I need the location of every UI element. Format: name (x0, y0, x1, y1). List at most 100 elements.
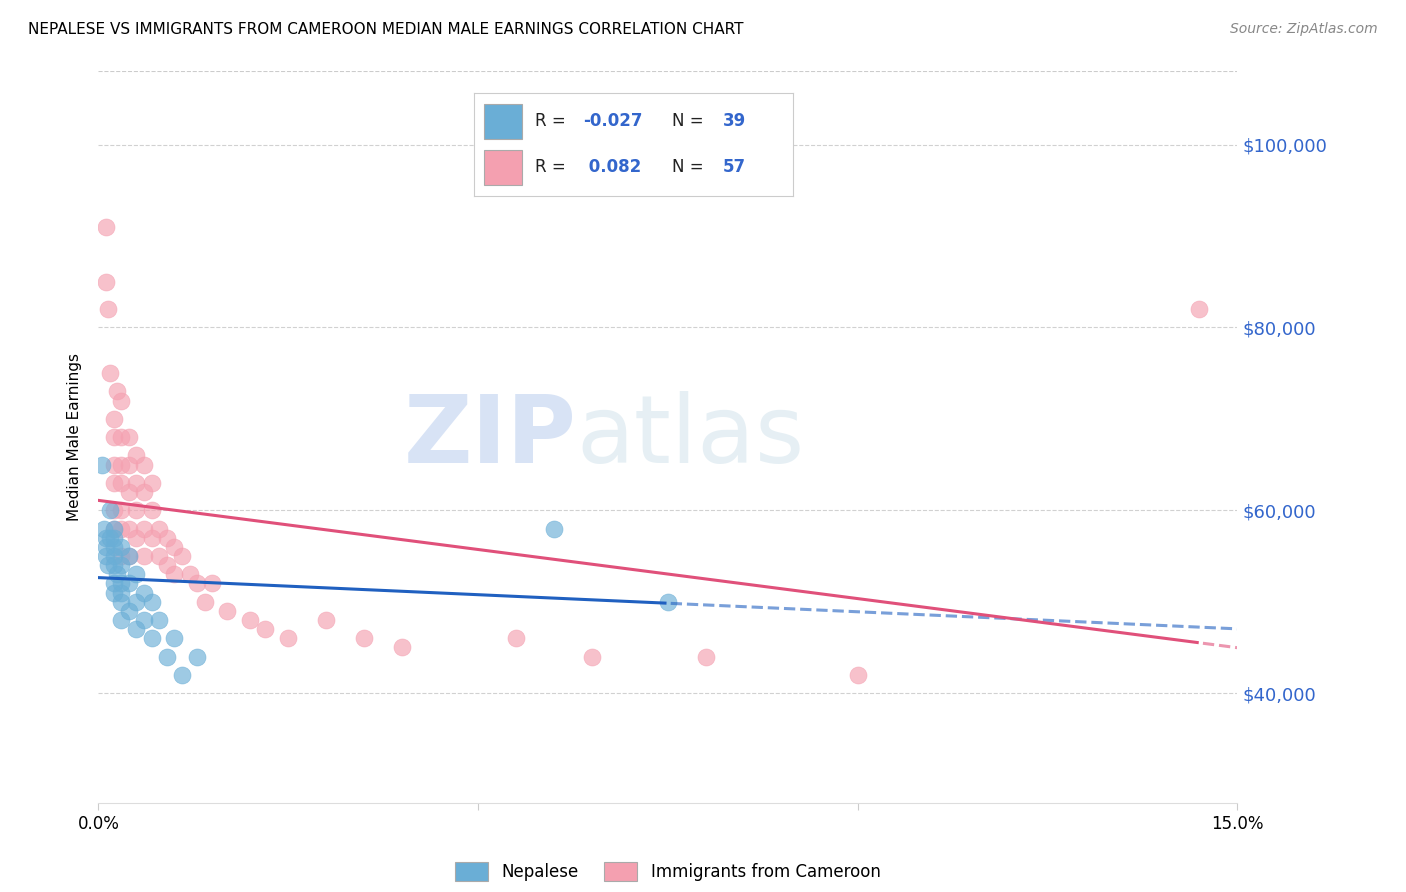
Legend: Nepalese, Immigrants from Cameroon: Nepalese, Immigrants from Cameroon (449, 855, 887, 888)
Point (118, 521, 141, 535)
Point (156, 558, 179, 573)
Text: ZIP: ZIP (404, 391, 576, 483)
Point (125, 448, 148, 462)
Point (156, 531, 179, 545)
Point (186, 576, 208, 591)
Point (103, 521, 125, 535)
Point (98, 366, 121, 380)
Point (201, 576, 224, 591)
Point (277, 631, 299, 645)
Point (132, 613, 155, 627)
Point (118, 484, 141, 499)
Point (254, 622, 277, 636)
Point (110, 475, 132, 490)
Point (156, 649, 179, 664)
Point (118, 458, 141, 472)
Point (118, 576, 141, 591)
Point (141, 503, 163, 517)
Point (118, 549, 141, 563)
Point (118, 604, 141, 618)
Text: NEPALESE VS IMMIGRANTS FROM CAMEROON MEDIAN MALE EARNINGS CORRELATION CHART: NEPALESE VS IMMIGRANTS FROM CAMEROON MED… (28, 22, 744, 37)
Point (118, 549, 141, 563)
Point (1188, 301, 1211, 317)
Point (110, 430, 132, 444)
Point (107, 567, 129, 582)
Point (103, 411, 125, 425)
Point (132, 458, 155, 472)
Point (110, 558, 132, 573)
Point (93, 521, 115, 535)
Text: atlas: atlas (576, 391, 806, 483)
Point (103, 531, 125, 545)
Y-axis label: Median Male Earnings: Median Male Earnings (67, 353, 83, 521)
Point (103, 576, 125, 591)
Point (103, 458, 125, 472)
Point (179, 567, 201, 582)
Point (125, 503, 148, 517)
Point (103, 430, 125, 444)
Point (110, 613, 132, 627)
Point (98, 531, 121, 545)
Point (163, 540, 186, 554)
Point (94, 531, 117, 545)
Point (315, 613, 337, 627)
Point (103, 521, 125, 535)
Point (103, 503, 125, 517)
Point (186, 649, 208, 664)
Point (132, 521, 155, 535)
Point (98, 503, 121, 517)
Point (110, 549, 132, 563)
Point (107, 384, 129, 399)
Point (103, 585, 125, 599)
Point (141, 631, 163, 645)
Point (163, 567, 186, 582)
Point (505, 631, 527, 645)
Point (148, 613, 170, 627)
Point (581, 649, 603, 664)
Point (163, 631, 186, 645)
Point (110, 521, 132, 535)
Point (353, 631, 375, 645)
Point (110, 503, 132, 517)
Point (543, 521, 565, 535)
Point (125, 594, 148, 608)
Point (846, 667, 869, 681)
Point (170, 549, 193, 563)
Point (170, 667, 193, 681)
Point (132, 484, 155, 499)
Point (148, 549, 170, 563)
Point (103, 475, 125, 490)
Point (657, 594, 679, 608)
Point (148, 521, 170, 535)
Point (110, 585, 132, 599)
Point (110, 540, 132, 554)
Point (94, 275, 117, 289)
Text: Source: ZipAtlas.com: Source: ZipAtlas.com (1230, 22, 1378, 37)
Point (103, 558, 125, 573)
Point (110, 458, 132, 472)
Point (125, 475, 148, 490)
Point (96, 301, 118, 317)
Point (91, 458, 114, 472)
Point (125, 622, 148, 636)
Point (110, 393, 132, 408)
Point (141, 475, 163, 490)
Point (94, 219, 117, 234)
Point (695, 649, 717, 664)
Point (141, 531, 163, 545)
Point (391, 640, 413, 655)
Point (132, 585, 155, 599)
Point (96, 558, 118, 573)
Point (110, 594, 132, 608)
Point (141, 594, 163, 608)
Point (94, 540, 117, 554)
Point (94, 549, 117, 563)
Point (125, 567, 148, 582)
Point (110, 576, 132, 591)
Point (103, 540, 125, 554)
Point (125, 531, 148, 545)
Point (239, 613, 262, 627)
Point (103, 549, 125, 563)
Point (118, 430, 141, 444)
Point (194, 594, 217, 608)
